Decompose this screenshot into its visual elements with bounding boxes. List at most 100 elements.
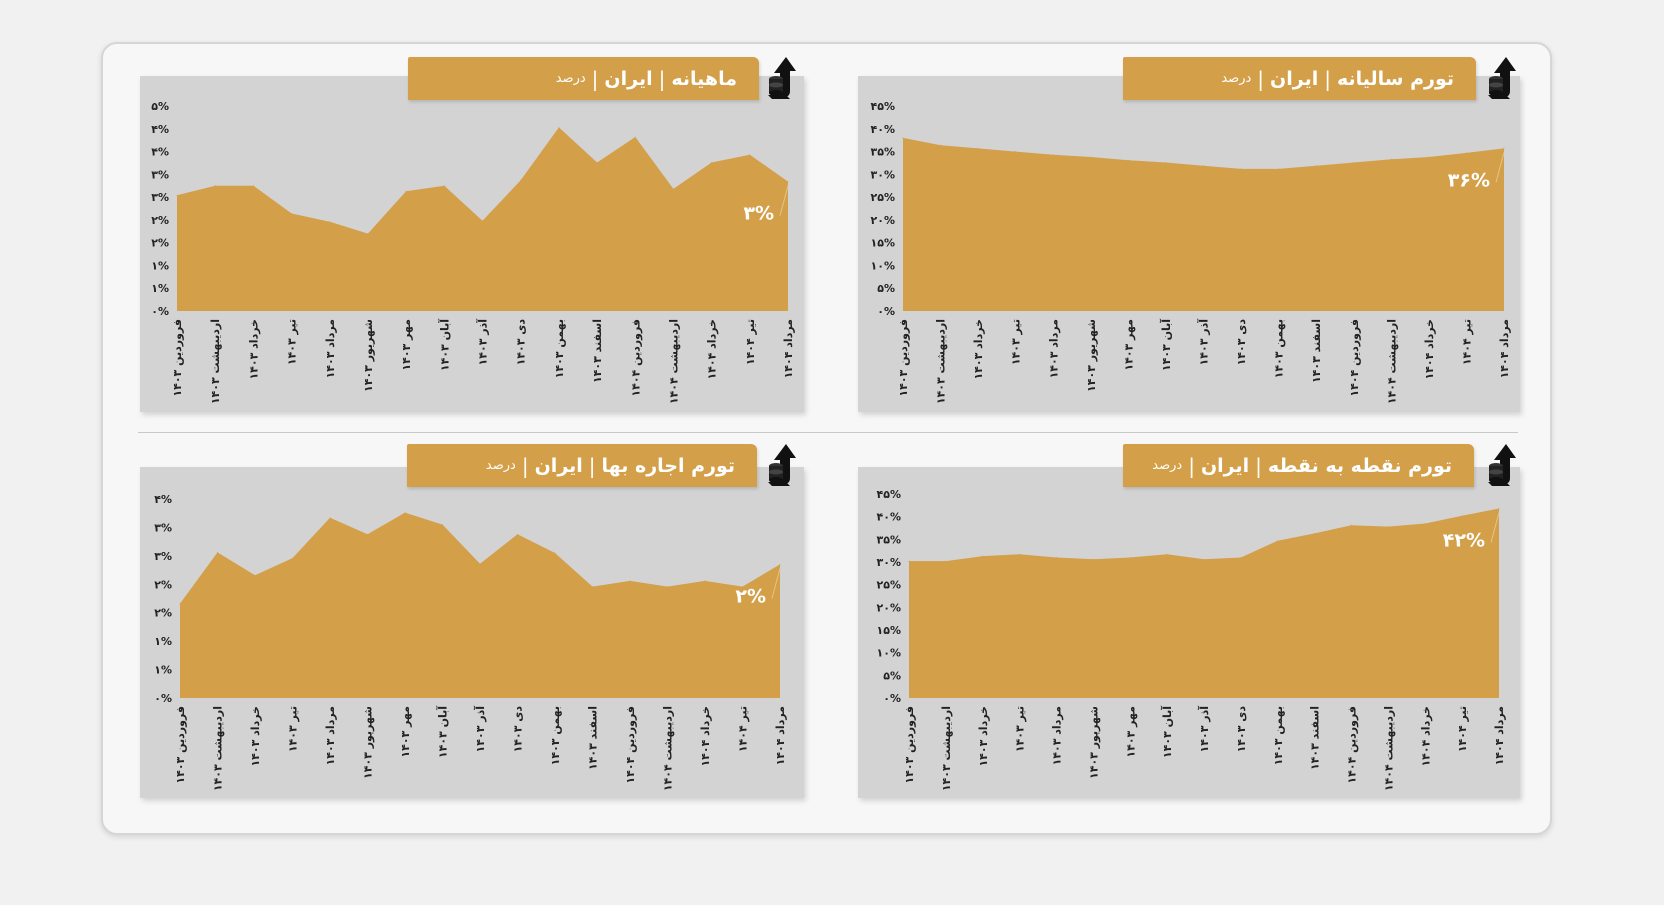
data-point — [629, 580, 631, 582]
data-point — [442, 524, 443, 526]
chart-svg: ۰% ۱% ۱% ۲% ۲% ۳% ۳% ۴% فروردین ۱۴۰۳ اردیبهشت ۱۴۰… — [154, 493, 787, 791]
y-tick-label: ۳۰% — [871, 168, 895, 181]
y-tick-label: ۲۵% — [871, 191, 895, 204]
x-tick-label: فروردین ۱۴۰۳ — [897, 319, 910, 397]
x-tick-label: تیر ۱۴۰۴ — [1460, 319, 1473, 365]
y-tick-label: ۵% — [877, 282, 895, 295]
data-point — [1019, 553, 1021, 555]
data-point — [1127, 159, 1129, 161]
y-tick-label: ۳% — [154, 550, 172, 563]
x-tick-label: مهر ۱۴۰۳ — [1124, 706, 1137, 758]
x-tick-label: آذر ۱۴۰۳ — [476, 319, 490, 366]
data-point — [1428, 156, 1430, 158]
x-tick-label: اردیبهشت ۱۴۰۳ — [212, 706, 225, 791]
data-point — [787, 181, 789, 183]
x-tick-label: مرداد ۱۴۰۳ — [324, 319, 337, 378]
data-point — [404, 512, 406, 514]
y-tick-label: ۱% — [154, 635, 172, 648]
chart-svg: ۰% ۵% ۱۰% ۱۵% ۲۰% ۲۵% ۳۰% ۳۵% ۴۰% ۴۵% فروردین ۱۴۰۳… — [877, 488, 1506, 791]
data-point — [254, 574, 256, 576]
x-tick-label: شهریور ۱۴۰۳ — [362, 319, 375, 392]
x-tick-label: دی ۱۴۰۳ — [515, 319, 528, 366]
y-tick-label: ۲% — [151, 214, 169, 227]
data-point — [517, 533, 518, 535]
data-point — [1166, 553, 1168, 555]
y-tick-label: ۱% — [151, 259, 169, 272]
x-tick-label: شهریور ۱۴۰۳ — [1085, 319, 1098, 392]
y-tick-label: ۳۵% — [877, 533, 901, 546]
data-point — [940, 144, 942, 146]
data-point — [1351, 524, 1352, 526]
x-tick-label: فروردین ۱۴۰۳ — [903, 706, 916, 784]
data-point — [672, 188, 674, 190]
data-point — [908, 560, 910, 562]
x-tick-label: بهمن ۱۴۰۳ — [1272, 706, 1285, 765]
x-tick-label: خرداد ۱۴۰۳ — [249, 706, 262, 767]
x-tick-label: مرداد ۱۴۰۴ — [782, 319, 795, 378]
data-point — [367, 233, 369, 235]
data-point — [1278, 168, 1280, 170]
data-point — [1203, 558, 1205, 560]
last-value-label: ۳% — [743, 203, 774, 225]
chart-title: تورم سالیانه — [1336, 67, 1454, 90]
data-point — [252, 185, 254, 187]
x-tick-label: تیر ۱۴۰۴ — [1456, 706, 1469, 752]
data-point — [179, 603, 181, 605]
y-tick-label: ۳۰% — [877, 556, 901, 569]
annual-inflation-chart: ۰% ۵% ۱۰% ۱۵% ۲۰% ۲۵% ۳۰% ۳۵% ۴۰% ۴۵% فروردین ۱۴۰۳… — [858, 76, 1520, 412]
x-tick-label: بهمن ۱۴۰۳ — [549, 706, 562, 765]
y-tick-label: ۱۰% — [877, 647, 901, 660]
x-tick-label: اسفند ۱۴۰۳ — [587, 706, 600, 770]
coins-up-arrow-icon — [1486, 442, 1518, 488]
y-tick-label: ۴% — [151, 123, 169, 136]
data-point — [176, 194, 178, 196]
x-tick-label: مرداد ۱۴۰۳ — [324, 706, 337, 765]
data-point — [704, 580, 706, 582]
data-point — [634, 136, 636, 138]
data-point — [1424, 522, 1426, 524]
x-tick-label: آبان ۱۴۰۳ — [1160, 706, 1174, 758]
x-tick-label: دی ۱۴۰۳ — [1235, 706, 1248, 753]
y-tick-label: ۱۵% — [877, 624, 901, 637]
x-tick-label: تیر ۱۴۰۴ — [737, 706, 750, 752]
monthly-inflation-title-box: ماهیانه | ایران | درصد — [408, 57, 759, 100]
x-tick-label: فروردین ۱۴۰۴ — [629, 319, 642, 397]
x-tick-label: فروردین ۱۴۰۳ — [171, 319, 184, 397]
data-point — [1277, 540, 1279, 542]
y-tick-label: ۰% — [877, 305, 895, 318]
chart-title: تورم اجاره بها — [601, 454, 735, 477]
chart-unit: درصد — [1152, 458, 1183, 473]
y-tick-label: ۲۰% — [871, 214, 895, 227]
data-point — [1015, 151, 1017, 153]
data-point — [482, 220, 483, 222]
x-tick-label: مرداد ۱۴۰۳ — [1047, 319, 1060, 378]
x-tick-label: شهریور ۱۴۰۳ — [362, 706, 375, 779]
y-tick-label: ۳% — [151, 168, 169, 181]
x-tick-label: خرداد ۱۴۰۴ — [1423, 319, 1436, 380]
annual-inflation-title-box: تورم سالیانه | ایران | درصد — [1123, 57, 1476, 100]
y-tick-label: ۱% — [154, 664, 172, 677]
data-point — [1390, 158, 1392, 160]
y-tick-label: ۱۰% — [871, 259, 895, 272]
x-tick-label: اسفند ۱۴۰۳ — [1309, 706, 1322, 770]
x-tick-label: تیر ۱۴۰۳ — [1010, 319, 1023, 365]
data-point — [779, 563, 781, 565]
chart-unit: درصد — [555, 71, 586, 86]
data-point — [667, 586, 668, 588]
chart-region: ایران — [534, 454, 583, 477]
data-point — [1129, 556, 1131, 558]
y-tick-label: ۴۵% — [871, 100, 895, 113]
data-point — [520, 179, 522, 181]
x-tick-label: مرداد ۱۴۰۴ — [774, 706, 787, 765]
data-point — [405, 190, 407, 192]
y-tick-label: ۳۵% — [871, 146, 895, 159]
x-tick-label: خرداد ۱۴۰۴ — [706, 319, 719, 380]
data-point — [1092, 558, 1094, 560]
title-separator: | — [521, 453, 529, 478]
x-tick-label: اردیبهشت ۱۴۰۴ — [667, 319, 680, 404]
x-tick-label: مهر ۱۴۰۳ — [1122, 319, 1135, 371]
data-point — [902, 137, 904, 139]
y-tick-label: ۴% — [154, 493, 172, 506]
x-tick-label: خرداد ۱۴۰۴ — [699, 706, 712, 767]
data-point — [1056, 556, 1057, 558]
